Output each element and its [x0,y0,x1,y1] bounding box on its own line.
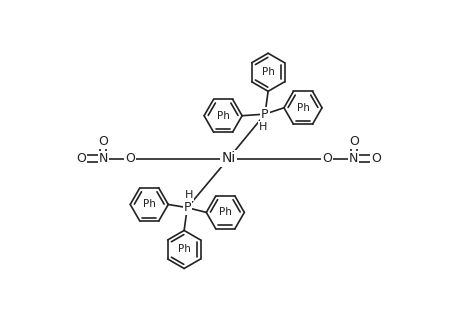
Text: Ph: Ph [143,199,156,210]
Text: O: O [371,152,381,165]
Text: Ph: Ph [297,103,309,113]
Text: O: O [76,152,86,165]
Text: O: O [349,134,359,148]
Text: P: P [261,107,269,121]
Text: O: O [98,134,108,148]
Text: Ph: Ph [217,111,229,121]
Text: Ni: Ni [221,152,236,165]
Text: O: O [322,152,332,165]
Text: Ph: Ph [178,244,191,255]
Text: Ph: Ph [262,67,275,77]
Text: O: O [125,152,135,165]
Text: N: N [99,152,108,165]
Text: H: H [185,190,193,200]
Text: P: P [184,201,191,214]
Text: N: N [349,152,358,165]
Text: H: H [259,122,267,132]
Text: Ph: Ph [219,207,232,217]
